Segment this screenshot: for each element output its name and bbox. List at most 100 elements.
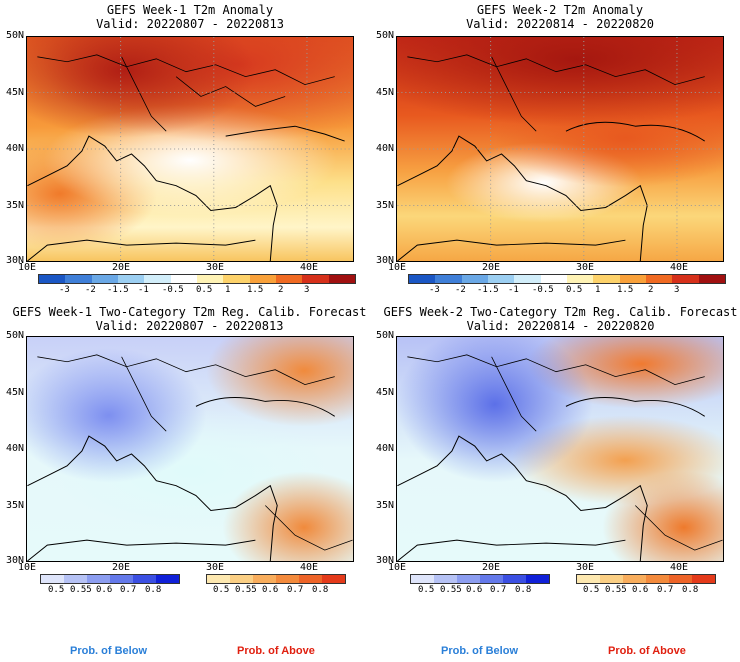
- p2-lon-20: 20E: [481, 262, 501, 273]
- p2-lon-40: 40E: [669, 262, 689, 273]
- p4-above-label-3: 0.7: [657, 585, 674, 595]
- p3-legend-below: Prob. of Below: [70, 645, 147, 657]
- p4-lon-30: 30E: [575, 562, 595, 573]
- panel3-title-line2: Valid: 20220807 - 20220813: [95, 319, 284, 333]
- p3-above-label-4: 0.8: [312, 585, 329, 595]
- p1-cb-label-m1: -1: [138, 285, 149, 295]
- p1-lat-50: 50N: [5, 30, 24, 41]
- panel1-anomaly-map: [26, 36, 354, 262]
- p4-below-colorbar: [410, 574, 550, 584]
- p4-below-label-4: 0.8: [515, 585, 532, 595]
- p1-lat-30: 30N: [5, 255, 24, 266]
- p2-lat-40: 40N: [375, 143, 394, 154]
- p4-above-label-0: 0.5: [583, 585, 600, 595]
- p4-below-label-2: 0.6: [466, 585, 483, 595]
- p1-cb-label-05: 0.5: [196, 285, 213, 295]
- p1-lon-10: 10E: [17, 262, 37, 273]
- panel4-title-line1: GEFS Week-2 Two-Category T2m Reg. Calib.…: [383, 305, 738, 319]
- p2-cb-label-2: 2: [648, 285, 654, 295]
- p3-lat-45: 45N: [5, 387, 24, 398]
- panel4-title: GEFS Week-2 Two-Category T2m Reg. Calib.…: [383, 305, 738, 333]
- panel1-title-line2: Valid: 20220807 - 20220813: [96, 17, 284, 31]
- p2-cb-label-m15: -1.5: [477, 285, 499, 295]
- p3-below-label-2: 0.6: [96, 585, 113, 595]
- p2-cb-label-m3: -3: [429, 285, 440, 295]
- p1-cb-label-m15: -1.5: [107, 285, 129, 295]
- panel4-probability-map: [396, 336, 724, 562]
- p2-cb-label-3: 3: [674, 285, 680, 295]
- p4-below-label-3: 0.7: [490, 585, 507, 595]
- panel1-coastlines: [27, 37, 353, 261]
- p4-above-label-2: 0.6: [632, 585, 649, 595]
- panel2-title: GEFS Week-2 T2m Anomaly Valid: 20220814 …: [390, 3, 730, 31]
- p3-above-label-0: 0.5: [213, 585, 230, 595]
- p4-below-label-1: 0.55: [440, 585, 462, 595]
- p3-below-label-3: 0.7: [120, 585, 137, 595]
- p2-cb-label-m1: -1: [508, 285, 519, 295]
- p1-lat-45: 45N: [5, 87, 24, 98]
- p1-cb-label-15: 1.5: [247, 285, 264, 295]
- p1-cb-label-1: 1: [225, 285, 231, 295]
- p3-lat-50: 50N: [5, 330, 24, 341]
- panel4-coastlines: [397, 354, 723, 561]
- p4-lat-45: 45N: [375, 387, 394, 398]
- p1-cb-label-2: 2: [278, 285, 284, 295]
- p2-cb-label-m05: -0.5: [532, 285, 554, 295]
- p1-lon-30: 30E: [205, 262, 225, 273]
- p1-lon-40: 40E: [299, 262, 319, 273]
- p2-lat-50: 50N: [375, 30, 394, 41]
- panel2-title-line2: Valid: 20220814 - 20220820: [466, 17, 654, 31]
- p3-lon-40: 40E: [299, 562, 319, 573]
- panel4-title-line2: Valid: 20220814 - 20220820: [466, 319, 655, 333]
- p2-lon-10: 10E: [387, 262, 407, 273]
- p2-lat-35: 35N: [375, 200, 394, 211]
- p4-lat-30: 30N: [375, 555, 394, 566]
- p4-lon-20: 20E: [481, 562, 501, 573]
- p4-above-label-1: 0.55: [605, 585, 627, 595]
- p3-below-label-4: 0.8: [145, 585, 162, 595]
- p3-lon-10: 10E: [17, 562, 37, 573]
- p2-lat-45: 45N: [375, 87, 394, 98]
- p4-above-colorbar: [576, 574, 716, 584]
- p4-lat-40: 40N: [375, 443, 394, 454]
- p1-cb-label-m3: -3: [59, 285, 70, 295]
- p4-legend-below: Prob. of Below: [441, 645, 518, 657]
- p1-cb-label-m05: -0.5: [162, 285, 184, 295]
- panel3-probability-map: [26, 336, 354, 562]
- panel3-title-line1: GEFS Week-1 Two-Category T2m Reg. Calib.…: [12, 305, 367, 319]
- p2-cb-label-15: 1.5: [617, 285, 634, 295]
- p3-below-label-1: 0.55: [70, 585, 92, 595]
- p1-lat-35: 35N: [5, 200, 24, 211]
- p3-below-label-0: 0.5: [48, 585, 65, 595]
- p3-legend-above: Prob. of Above: [237, 645, 315, 657]
- p2-anomaly-colorbar: [408, 274, 726, 284]
- p2-lat-30: 30N: [375, 255, 394, 266]
- p4-lat-50: 50N: [375, 330, 394, 341]
- p4-legend-above: Prob. of Above: [608, 645, 686, 657]
- panel2-anomaly-map: [396, 36, 724, 262]
- p3-above-colorbar: [206, 574, 346, 584]
- p3-lat-40: 40N: [5, 443, 24, 454]
- panel2-title-line1: GEFS Week-2 T2m Anomaly: [476, 3, 644, 17]
- p2-cb-label-05: 0.5: [566, 285, 583, 295]
- p2-cb-label-m2: -2: [455, 285, 466, 295]
- p2-lon-30: 30E: [575, 262, 595, 273]
- p1-lat-40: 40N: [5, 143, 24, 154]
- p4-lon-10: 10E: [387, 562, 407, 573]
- p2-cb-label-1: 1: [595, 285, 601, 295]
- panel3-title: GEFS Week-1 Two-Category T2m Reg. Calib.…: [12, 305, 367, 333]
- p4-lat-35: 35N: [375, 500, 394, 511]
- p3-lat-30: 30N: [5, 555, 24, 566]
- panel2-coastlines: [397, 37, 723, 261]
- p3-above-label-1: 0.55: [235, 585, 257, 595]
- panel1-title-line1: GEFS Week-1 T2m Anomaly: [106, 3, 274, 17]
- panel3-coastlines: [27, 354, 353, 561]
- p3-below-colorbar: [40, 574, 180, 584]
- p1-anomaly-colorbar: [38, 274, 356, 284]
- p3-lon-30: 30E: [205, 562, 225, 573]
- p3-lon-20: 20E: [111, 562, 131, 573]
- p3-above-label-2: 0.6: [262, 585, 279, 595]
- p1-lon-20: 20E: [111, 262, 131, 273]
- p4-above-label-4: 0.8: [682, 585, 699, 595]
- p1-cb-label-m2: -2: [85, 285, 96, 295]
